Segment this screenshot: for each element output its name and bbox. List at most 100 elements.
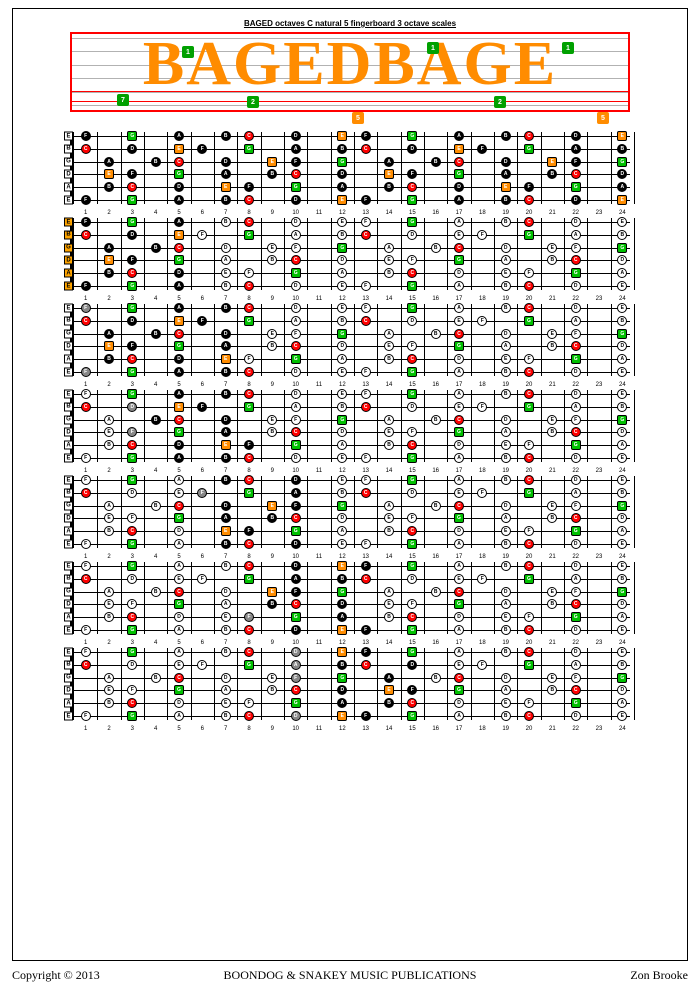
fret-note: D — [501, 157, 511, 167]
fret-note: C — [524, 561, 534, 571]
fret-number: 9 — [271, 382, 274, 388]
fret-note: G — [244, 230, 254, 240]
fret-note: A — [104, 501, 114, 511]
fret-note: C — [524, 647, 534, 657]
fret-note: A — [291, 230, 301, 240]
open-string-label: G — [64, 415, 73, 424]
fret-note: B — [151, 157, 161, 167]
fret-note: B — [431, 329, 441, 339]
fret-note: F — [291, 415, 301, 425]
fret-note: F — [291, 157, 301, 167]
fret-note: B — [337, 230, 347, 240]
fret-note: D — [571, 281, 581, 291]
fret-note: E — [337, 647, 347, 657]
fret-note: D — [454, 354, 464, 364]
fret-note: F — [361, 539, 371, 549]
logo-note: 5 — [352, 112, 364, 124]
fret-note: A — [571, 144, 581, 154]
fret-number: 2 — [107, 296, 110, 302]
fret-note: C — [524, 195, 534, 205]
fret-number: 10 — [292, 296, 299, 302]
fret-note: B — [501, 711, 511, 721]
fret-number: 15 — [409, 640, 416, 646]
fret-note: G — [524, 316, 534, 326]
fret-note: G — [244, 660, 254, 670]
fret-note: B — [547, 599, 557, 609]
fret-note: B — [501, 131, 511, 141]
fret-note: B — [221, 647, 231, 657]
fret-note: D — [407, 316, 417, 326]
fret-note: A — [384, 157, 394, 167]
fret-note: E — [337, 367, 347, 377]
fret-note: D — [291, 131, 301, 141]
fret-note: C — [174, 329, 184, 339]
fret-note: C — [524, 217, 534, 227]
fret-note: B — [337, 488, 347, 498]
fret-note: B — [384, 526, 394, 536]
fret-note: E — [384, 255, 394, 265]
open-string-label: B — [64, 402, 73, 411]
fret-number: 7 — [224, 640, 227, 646]
publisher: BOONDOG & SNAKEY MUSIC PUBLICATIONS — [12, 968, 688, 983]
fret-number: 5 — [177, 210, 180, 216]
fret-note: F — [361, 625, 371, 635]
fret-note: G — [407, 453, 417, 463]
fret-note: F — [361, 303, 371, 313]
fret-note: E — [547, 501, 557, 511]
fret-note: C — [524, 475, 534, 485]
fret-note: D — [571, 217, 581, 227]
fret-note: B — [617, 660, 627, 670]
fret-note: F — [244, 698, 254, 708]
fret-number: 23 — [596, 554, 603, 560]
fret-note: E — [547, 673, 557, 683]
fret-note: B — [267, 169, 277, 179]
fret-note: B — [337, 660, 347, 670]
fret-number: 11 — [316, 640, 322, 646]
fret-note: G — [337, 415, 347, 425]
fret-note: C — [244, 281, 254, 291]
fret-note: C — [524, 367, 534, 377]
fret-note: G — [291, 612, 301, 622]
fret-note: G — [524, 402, 534, 412]
fret-note: E — [501, 268, 511, 278]
fret-note: F — [477, 660, 487, 670]
fret-note: B — [501, 195, 511, 205]
fret-note: F — [524, 612, 534, 622]
fret-note: D — [174, 182, 184, 192]
fret-note: E — [617, 539, 627, 549]
fret-note: A — [454, 475, 464, 485]
fret-note: F — [571, 673, 581, 683]
fretboard-diagram: EBGDAE1234567891011121314151617181920212… — [70, 562, 630, 634]
fret-note: D — [407, 402, 417, 412]
fret-note: G — [127, 195, 137, 205]
fret-note: D — [291, 195, 301, 205]
fret-number: 16 — [432, 296, 439, 302]
fret-note: G — [407, 281, 417, 291]
fret-number: 14 — [386, 296, 393, 302]
fret-note: D — [291, 475, 301, 485]
fret-note: D — [407, 230, 417, 240]
fret-note: G — [337, 673, 347, 683]
open-string-label: A — [64, 269, 73, 278]
fret-note: G — [454, 685, 464, 695]
fret-note: A — [337, 440, 347, 450]
fret-note: C — [174, 415, 184, 425]
fret-note: C — [361, 144, 371, 154]
fret-note: A — [174, 303, 184, 313]
fret-note: D — [337, 341, 347, 351]
fret-note: E — [384, 427, 394, 437]
fret-number: 10 — [292, 468, 299, 474]
fret-note: A — [501, 341, 511, 351]
fret-number: 1 — [84, 640, 87, 646]
fret-note: C — [174, 157, 184, 167]
fret-note: A — [291, 402, 301, 412]
fret-number: 16 — [432, 726, 439, 732]
fret-number: 3 — [131, 210, 134, 216]
fret-note: F — [524, 268, 534, 278]
fret-note: A — [571, 488, 581, 498]
fret-note: D — [617, 169, 627, 179]
fret-note: B — [501, 625, 511, 635]
fret-note: G — [571, 440, 581, 450]
fret-note: E — [221, 268, 231, 278]
fret-note: C — [571, 255, 581, 265]
